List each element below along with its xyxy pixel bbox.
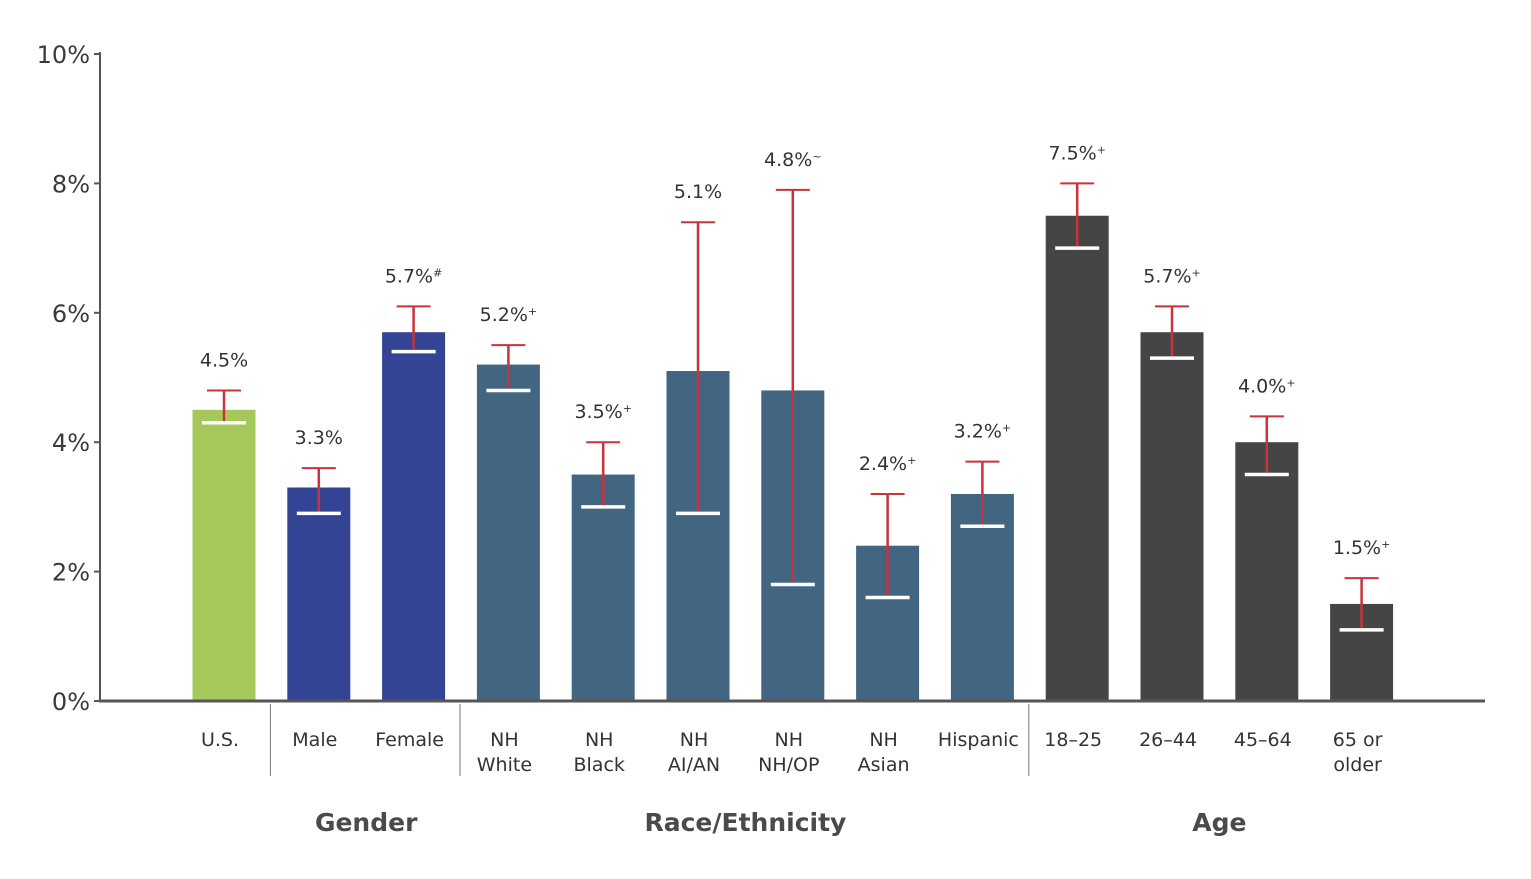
data-label-value: 3.3% (295, 427, 343, 449)
group-label: Age (1192, 808, 1246, 837)
y-tick-label: 6% (52, 300, 90, 328)
y-tick-label: 10% (37, 41, 90, 69)
x-tick-label: Female (375, 729, 444, 751)
y-tick-label: 2% (52, 559, 90, 587)
data-label-value: 4.8% (764, 149, 812, 171)
data-label-value: 3.2% (954, 421, 1002, 443)
error-bar (391, 305, 436, 354)
error-bar (1244, 415, 1289, 477)
data-label: 5.7%# (385, 265, 443, 287)
bar (1140, 332, 1204, 701)
data-label: 4.0%+ (1238, 375, 1296, 397)
bar (1045, 215, 1109, 701)
data-label: 1.5%+ (1333, 537, 1391, 559)
data-label-suffix: # (433, 266, 442, 279)
x-axis: U.S. Male Female NH White NH Black NH AI/AN NH NH/… (99, 699, 1485, 776)
error-bar (1150, 305, 1194, 360)
x-tick-label: NH (680, 729, 709, 751)
data-label-suffix: ~ (812, 150, 821, 163)
data-label-value: 1.5% (1333, 537, 1381, 559)
x-tick-label: NH (490, 729, 519, 751)
data-label-suffix: + (528, 305, 537, 318)
x-tick-label: Male (292, 729, 337, 751)
x-tick-label: Asian (858, 754, 910, 776)
error-bar (1055, 182, 1100, 250)
data-label: 4.5% (200, 349, 248, 371)
data-label-value: 5.7% (385, 265, 433, 287)
y-tick-label: 0% (52, 688, 90, 716)
data-label: 5.1% (674, 181, 722, 203)
data-label-suffix: + (1286, 376, 1295, 389)
data-label-value: 5.1% (674, 181, 722, 203)
x-tick-label: 65 or (1333, 729, 1383, 751)
error-bar (202, 389, 246, 425)
data-label: 3.2%+ (954, 421, 1012, 443)
data-label-suffix: + (907, 454, 916, 467)
x-tick-label: AI/AN (668, 754, 720, 776)
bar (476, 364, 540, 701)
data-label: 7.5%+ (1048, 142, 1106, 164)
data-label: 2.4%+ (859, 453, 917, 475)
data-label: 5.7%+ (1143, 265, 1201, 287)
error-bar (770, 188, 815, 587)
bar (1235, 442, 1299, 701)
x-tick-label: 45–64 (1234, 729, 1292, 751)
group-labels: Gender Race/Ethnicity Age (269, 704, 1247, 837)
bar (571, 474, 635, 701)
x-tick-label: 26–44 (1139, 729, 1197, 751)
group-label: Gender (315, 808, 418, 837)
bar (287, 487, 351, 701)
x-tick-label: NH (585, 729, 614, 751)
data-label-value: 5.2% (480, 304, 528, 326)
x-tick-label: Hispanic (938, 729, 1019, 751)
data-label: 3.5%+ (574, 401, 632, 423)
y-tick-label: 8% (52, 170, 90, 198)
data-label-value: 5.7% (1143, 265, 1191, 287)
error-bar (865, 492, 910, 600)
error-bar (296, 467, 341, 516)
y-axis: 0% 2% 4% 6% 8% 10% (37, 41, 101, 716)
data-label-value: 3.5% (574, 401, 622, 423)
error-bar (486, 344, 531, 393)
error-bars (202, 182, 1384, 632)
bar (950, 493, 1014, 701)
data-label-value: 2.4% (859, 453, 907, 475)
x-tick-label: NH/OP (758, 754, 819, 776)
group-label: Race/Ethnicity (644, 808, 846, 837)
data-label-value: 4.5% (200, 349, 248, 371)
error-bar (676, 221, 720, 516)
bar (382, 332, 446, 701)
data-label-suffix: + (1381, 538, 1390, 551)
data-label-value: 4.0% (1238, 375, 1286, 397)
data-label: 3.3% (295, 427, 343, 449)
x-tick-label: NH (775, 729, 804, 751)
y-tick-label: 4% (52, 429, 90, 457)
error-bar (581, 441, 626, 509)
data-label: 5.2%+ (480, 304, 538, 326)
x-tick-label: NH (869, 729, 898, 751)
data-label-suffix: + (623, 402, 632, 415)
bar (192, 409, 256, 701)
x-tick-label: 18–25 (1044, 729, 1102, 751)
error-bar (960, 460, 1005, 529)
data-label-suffix: + (1002, 422, 1011, 435)
x-tick-label: Black (573, 754, 624, 776)
bars (192, 215, 1394, 701)
data-label-suffix: + (1192, 266, 1201, 279)
data-label-suffix: + (1097, 143, 1106, 156)
x-tick-label: White (477, 754, 532, 776)
error-bar (1339, 577, 1384, 632)
x-tick-label: U.S. (201, 729, 239, 751)
data-labels: 4.5%3.3%5.7%#5.2%+3.5%+5.1%4.8%~2.4%+3.2… (200, 142, 1390, 559)
data-label-value: 7.5% (1048, 142, 1096, 164)
x-tick-label: older (1333, 754, 1382, 776)
data-label: 4.8%~ (764, 149, 822, 171)
